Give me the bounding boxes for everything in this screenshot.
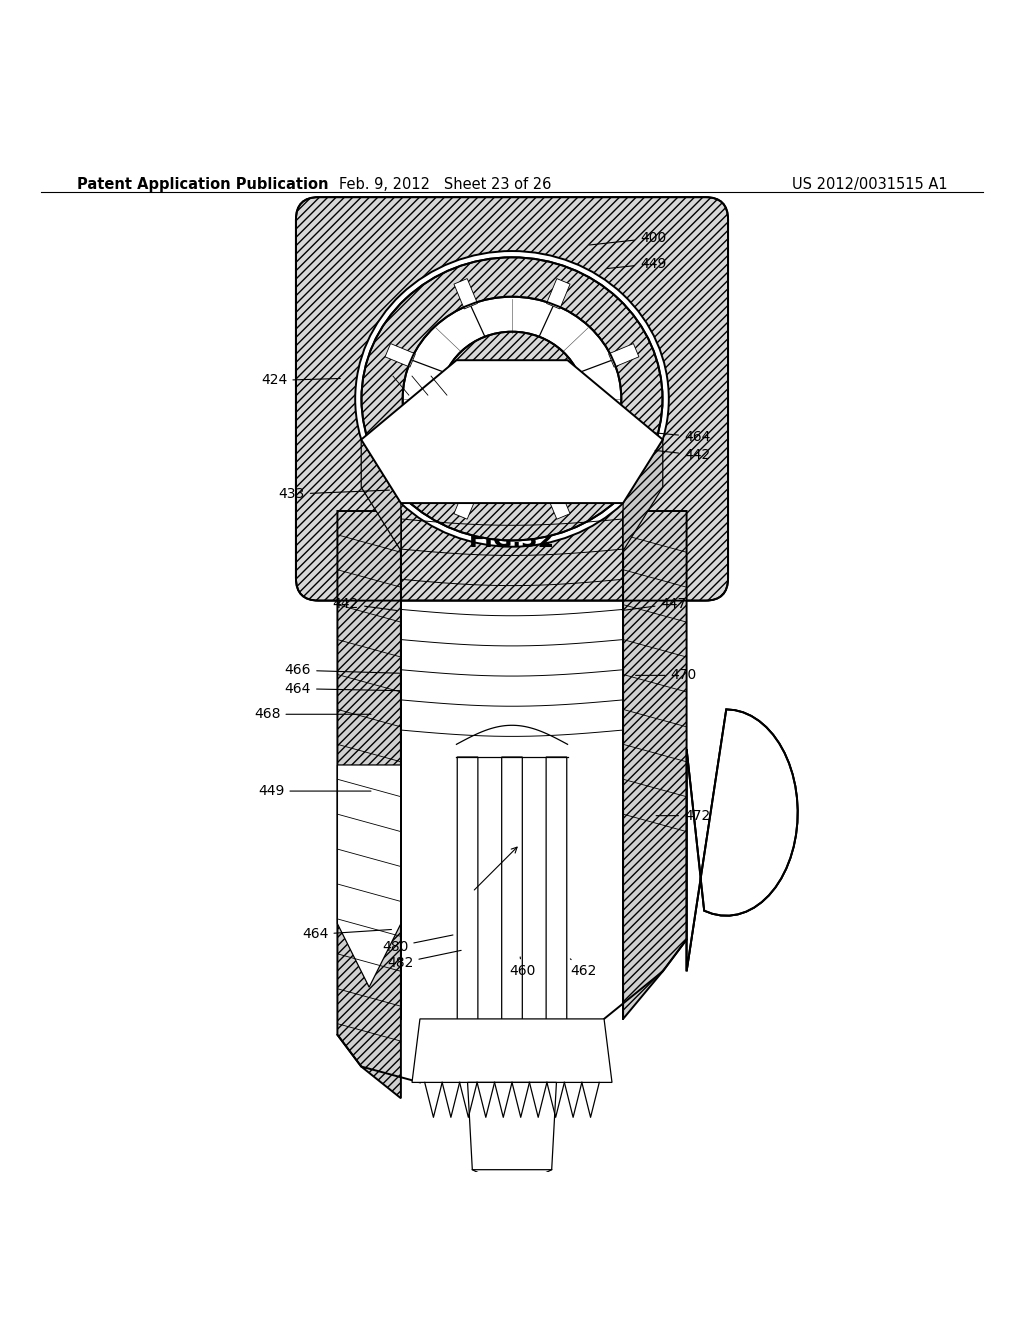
Text: 449: 449 (607, 256, 667, 271)
Text: 464: 464 (302, 928, 391, 941)
Polygon shape (412, 1019, 612, 1082)
Text: 464: 464 (285, 681, 399, 696)
Text: 482: 482 (387, 950, 461, 970)
Polygon shape (338, 766, 401, 987)
Polygon shape (608, 430, 639, 454)
Text: Patent Application Publication: Patent Application Publication (77, 177, 329, 191)
Text: 447: 447 (623, 597, 687, 611)
Polygon shape (547, 279, 570, 309)
Polygon shape (361, 360, 663, 503)
Text: 466: 466 (285, 663, 399, 677)
Polygon shape (361, 440, 401, 550)
Text: 442: 442 (655, 449, 711, 462)
Polygon shape (547, 488, 570, 519)
Polygon shape (454, 488, 477, 519)
Text: 472: 472 (656, 809, 711, 822)
Text: 470: 470 (636, 668, 697, 682)
Polygon shape (385, 430, 416, 454)
Text: FIG.33: FIG.33 (469, 1104, 555, 1127)
Text: FIG.32: FIG.32 (469, 528, 555, 552)
Polygon shape (546, 758, 566, 1074)
Text: 480: 480 (382, 935, 453, 954)
Polygon shape (623, 511, 686, 1019)
Ellipse shape (355, 251, 669, 546)
Polygon shape (502, 758, 522, 1074)
Polygon shape (454, 279, 477, 309)
Text: 424: 424 (261, 374, 340, 388)
Text: 449: 449 (258, 784, 371, 799)
Polygon shape (608, 343, 639, 367)
Ellipse shape (361, 257, 663, 540)
Text: 442: 442 (333, 597, 396, 611)
Ellipse shape (474, 363, 550, 434)
Text: 433: 433 (279, 487, 389, 502)
Polygon shape (385, 343, 416, 367)
Text: US 2012/0031515 A1: US 2012/0031515 A1 (792, 177, 947, 191)
Text: 464: 464 (655, 430, 711, 444)
Text: Feb. 9, 2012   Sheet 23 of 26: Feb. 9, 2012 Sheet 23 of 26 (339, 177, 552, 191)
Ellipse shape (440, 331, 584, 466)
Polygon shape (623, 440, 663, 550)
Polygon shape (686, 709, 798, 972)
Text: 462: 462 (570, 958, 597, 978)
Text: 468: 468 (254, 708, 371, 721)
Ellipse shape (402, 297, 622, 502)
Polygon shape (338, 511, 401, 1098)
Polygon shape (458, 758, 478, 1074)
Text: 460: 460 (509, 957, 536, 978)
Text: 400: 400 (590, 231, 667, 246)
FancyBboxPatch shape (296, 197, 728, 601)
Polygon shape (468, 1082, 556, 1170)
Polygon shape (686, 709, 798, 972)
